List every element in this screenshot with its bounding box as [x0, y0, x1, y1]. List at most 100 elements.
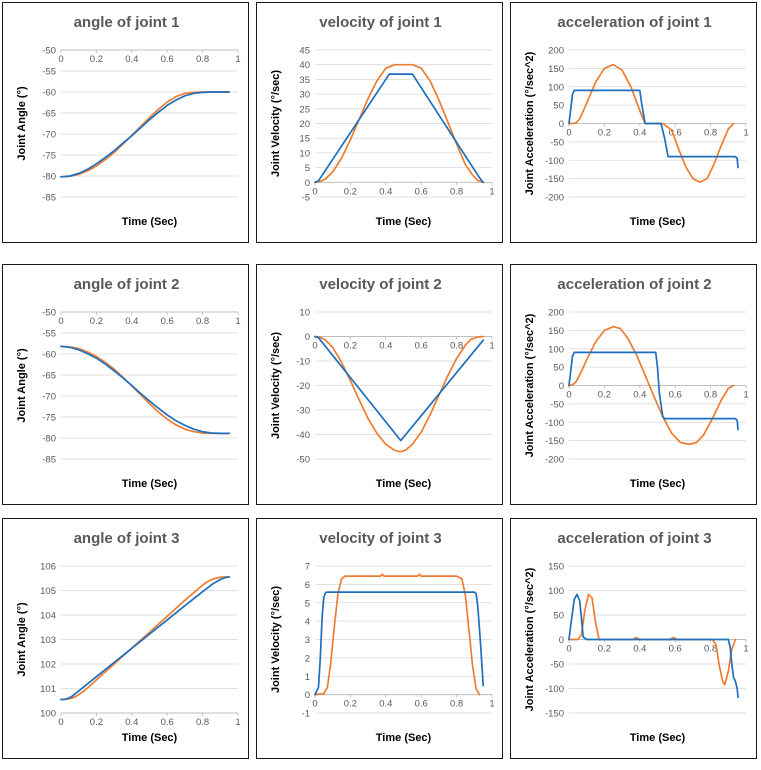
- y-tick-label: -75: [42, 151, 56, 162]
- x-tick-label: 0.6: [669, 644, 682, 655]
- y-axis-label: Joint Angle (°): [16, 602, 28, 677]
- y-tick-label: -50: [296, 455, 310, 466]
- y-tick-label: 100: [548, 82, 564, 93]
- x-tick-label: 0.2: [598, 390, 611, 401]
- y-tick-label: -5: [302, 193, 310, 204]
- chart-title: angle of joint 1: [74, 14, 180, 31]
- x-tick-label: 0: [58, 316, 63, 327]
- y-tick-label: 4: [305, 617, 310, 628]
- series-line-orange: [314, 63, 485, 184]
- x-tick-label: 0: [58, 54, 63, 65]
- acceleration-joint-2-chart: acceleration of joint 2200150100500-50-1…: [524, 276, 749, 490]
- series-line-blue: [60, 345, 231, 435]
- y-tick-label: 0: [305, 178, 310, 189]
- acceleration-joint-3-chart: acceleration of joint 3150100500-50-100-…: [524, 530, 749, 744]
- x-tick-label: 0.2: [598, 644, 611, 655]
- y-tick-label: -75: [42, 413, 56, 424]
- x-tick-label: 0.2: [344, 341, 357, 352]
- x-tick-label: 1: [235, 717, 240, 728]
- velocity-joint-1-chart: velocity of joint 1454035302520151050-50…: [270, 14, 495, 228]
- y-tick-label: -50: [550, 660, 564, 671]
- y-tick-label: -20: [296, 381, 310, 392]
- chart-title: angle of joint 3: [74, 530, 180, 547]
- x-tick-label: 0.8: [196, 316, 209, 327]
- y-tick-label: -70: [42, 392, 56, 403]
- x-axis-label: Time (Sec): [630, 732, 686, 744]
- y-tick-label: 150: [548, 562, 564, 573]
- x-tick-label: 0: [566, 128, 571, 139]
- chart-title: acceleration of joint 3: [557, 530, 711, 547]
- y-tick-label: 0: [305, 690, 310, 701]
- series-line-orange: [314, 335, 485, 453]
- x-tick-label: 1: [235, 316, 240, 327]
- chart-title: velocity of joint 3: [319, 530, 442, 547]
- y-tick-label: 2: [305, 653, 310, 664]
- x-axis-label: Time (Sec): [630, 478, 686, 490]
- y-tick-label: 100: [548, 586, 564, 597]
- x-axis-label: Time (Sec): [122, 216, 178, 228]
- y-tick-label: -55: [42, 329, 56, 340]
- chart-title: acceleration of joint 1: [557, 14, 711, 31]
- y-tick-label: -60: [42, 350, 56, 361]
- y-tick-label: 103: [40, 635, 56, 646]
- y-tick-label: 3: [305, 635, 310, 646]
- x-tick-label: 0.6: [669, 390, 682, 401]
- y-tick-label: 100: [40, 709, 56, 720]
- y-tick-label: 101: [40, 684, 56, 695]
- y-tick-label: -100: [545, 156, 564, 167]
- x-tick-label: 0.2: [344, 699, 357, 710]
- y-tick-label: -40: [296, 430, 310, 441]
- series-line-blue: [568, 89, 739, 169]
- x-tick-label: 0.2: [90, 316, 103, 327]
- y-tick-label: -30: [296, 406, 310, 417]
- y-tick-label: -150: [545, 709, 564, 720]
- x-tick-label: 0.4: [125, 54, 138, 65]
- x-tick-label: 0.4: [379, 186, 392, 197]
- y-tick-label: -1: [302, 709, 310, 720]
- y-tick-label: -200: [545, 193, 564, 204]
- x-tick-label: 0.6: [415, 186, 428, 197]
- x-tick-label: 1: [489, 699, 494, 710]
- angle-joint-1-chart: angle of joint 1 -50 -55 -60 -65 -70 -75 -80 -85…: [16, 14, 241, 228]
- velocity-joint-3-panel: velocity of joint 3 7 6 5 4 3 2 1 0 -1 0 0.2 0.4 0.6 0…: [256, 518, 503, 759]
- y-axis-label: Joint Velocity (°/sec): [270, 586, 282, 693]
- y-tick-label: 50: [553, 611, 564, 622]
- x-tick-label: 0.4: [633, 128, 646, 139]
- y-tick-label: -60: [42, 88, 56, 99]
- y-tick-label: 5: [305, 163, 310, 174]
- y-tick-label: 50: [553, 101, 564, 112]
- y-tick-label: 20: [299, 119, 310, 130]
- series-line-blue: [568, 351, 739, 431]
- y-tick-label: -100: [545, 418, 564, 429]
- y-tick-label: -55: [42, 67, 56, 78]
- y-axis-label: Joint Acceleration (°/sec^2): [524, 313, 536, 457]
- x-axis-label: Time (Sec): [376, 732, 432, 744]
- series-line-blue: [568, 593, 739, 699]
- y-tick-label: 6: [305, 580, 310, 591]
- x-tick-label: 0.4: [125, 316, 138, 327]
- x-axis-label: Time (Sec): [122, 478, 178, 490]
- y-tick-label: 105: [40, 586, 56, 597]
- y-tick-label: 150: [548, 64, 564, 75]
- chart-title: angle of joint 2: [74, 276, 180, 293]
- x-tick-label: 0.8: [704, 128, 717, 139]
- y-axis-label: Joint Angle (°): [16, 86, 28, 161]
- y-tick-label: 10: [299, 148, 310, 159]
- y-axis-label: Joint Velocity (°/sec): [270, 332, 282, 439]
- velocity-joint-2-panel: velocity of joint 2 10 0 -10 -20 -30 -40 -50 0 0.…: [256, 264, 503, 505]
- x-tick-label: 1: [743, 644, 748, 655]
- y-tick-label: 104: [40, 611, 56, 622]
- x-tick-label: 1: [743, 128, 748, 139]
- y-tick-label: -100: [545, 684, 564, 695]
- y-tick-label: -70: [42, 130, 56, 141]
- series-line-blue: [314, 591, 485, 696]
- y-tick-label: 50: [553, 363, 564, 374]
- angle-joint-2-panel: angle of joint 2 -50 -55 -60 -65 -70 -75 -80 -85…: [2, 264, 249, 505]
- x-axis-label: Time (Sec): [376, 478, 432, 490]
- y-tick-label: -80: [42, 172, 56, 183]
- x-tick-label: 0: [312, 341, 317, 352]
- chart-title: velocity of joint 2: [319, 276, 442, 293]
- y-axis-label: Joint Angle (°): [16, 348, 28, 423]
- y-tick-label: 106: [40, 562, 56, 573]
